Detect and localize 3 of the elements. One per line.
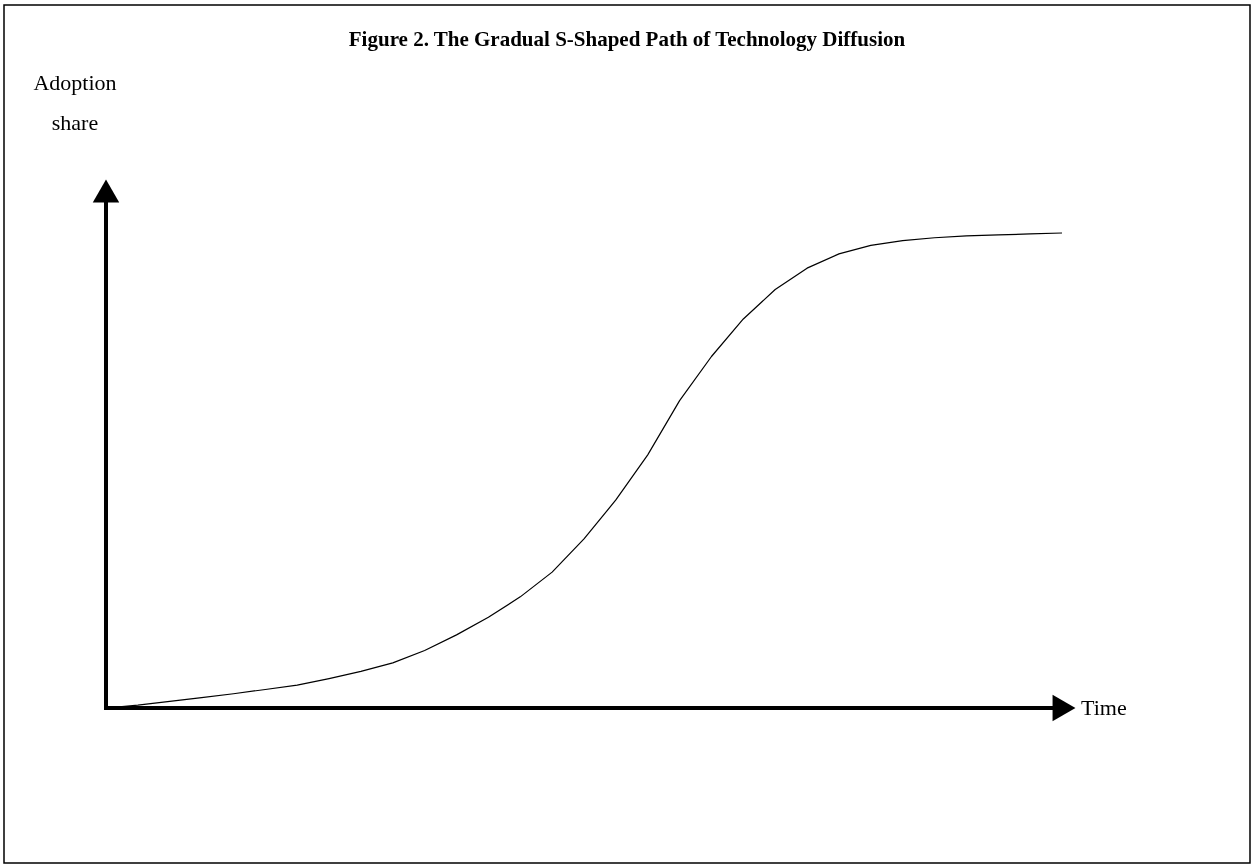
- x-axis-title: Time: [1081, 695, 1127, 720]
- chart-title: Figure 2. The Gradual S-Shaped Path of Technology Diffusion: [348, 27, 906, 51]
- y-axis-title: Adoption share: [33, 70, 117, 135]
